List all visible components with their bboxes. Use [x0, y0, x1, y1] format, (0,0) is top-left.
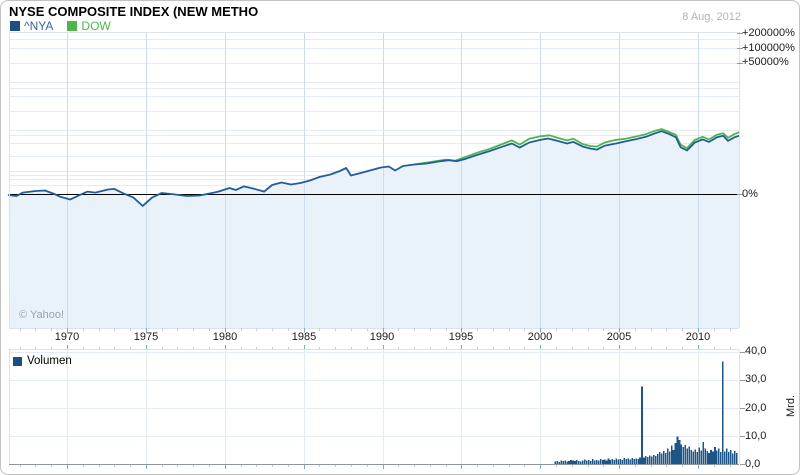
- nya-swatch-icon: [10, 21, 20, 31]
- volume-legend: Volumen: [13, 355, 72, 367]
- vertical-gridlines: [67, 32, 699, 464]
- x-tick-1970: 1970: [54, 331, 80, 343]
- x-tick-2010: 2010: [685, 331, 711, 343]
- vol-tick-30: 30,0: [745, 373, 767, 385]
- x-tick-1975: 1975: [133, 331, 159, 343]
- y-tick-100000: +100000%: [742, 41, 795, 54]
- volume-unit-label: Mrd.: [785, 395, 797, 417]
- volume-legend-label: Volumen: [27, 355, 72, 367]
- dow-swatch-icon: [67, 21, 78, 31]
- vol-tick-0: 0,0: [745, 457, 761, 470]
- price-legend: ^NYA DOW: [10, 19, 125, 33]
- x-tick-2005: 2005: [606, 331, 632, 343]
- dow-legend-label: DOW: [81, 19, 111, 33]
- dow-line: [413, 128, 740, 166]
- page-title: NYSE COMPOSITE INDEX (NEW METHO: [9, 4, 259, 19]
- legend-item-dow: DOW: [67, 19, 111, 33]
- y-tick-200000: +200000%: [742, 27, 795, 39]
- nya-legend-label: ^NYA: [24, 19, 54, 33]
- nya-line: [7, 130, 740, 207]
- volume-bars: [554, 361, 738, 465]
- chart-date: 8 Aug, 2012: [682, 11, 741, 23]
- x-tick-1985: 1985: [291, 331, 317, 343]
- axis-dashes: [737, 33, 745, 465]
- x-tick-1995: 1995: [448, 331, 474, 343]
- x-tick-1980: 1980: [212, 331, 238, 343]
- y-tick-zero: 0%: [742, 187, 758, 200]
- legend-item-nya: ^NYA: [10, 19, 53, 33]
- vol-tick-10: 10,0: [745, 429, 767, 442]
- volume-panel: [9, 349, 740, 465]
- y-tick-50000: +50000%: [742, 56, 789, 68]
- x-tick-2000: 2000: [527, 331, 553, 343]
- nya-area-fill: [8, 131, 740, 328]
- yahoo-watermark: © Yahoo!: [19, 309, 65, 321]
- vol-tick-20: 20,0: [745, 401, 767, 414]
- vol-tick-40: 40,0: [745, 345, 767, 357]
- x-tick-1990: 1990: [369, 331, 395, 343]
- volume-swatch-icon: [13, 356, 22, 366]
